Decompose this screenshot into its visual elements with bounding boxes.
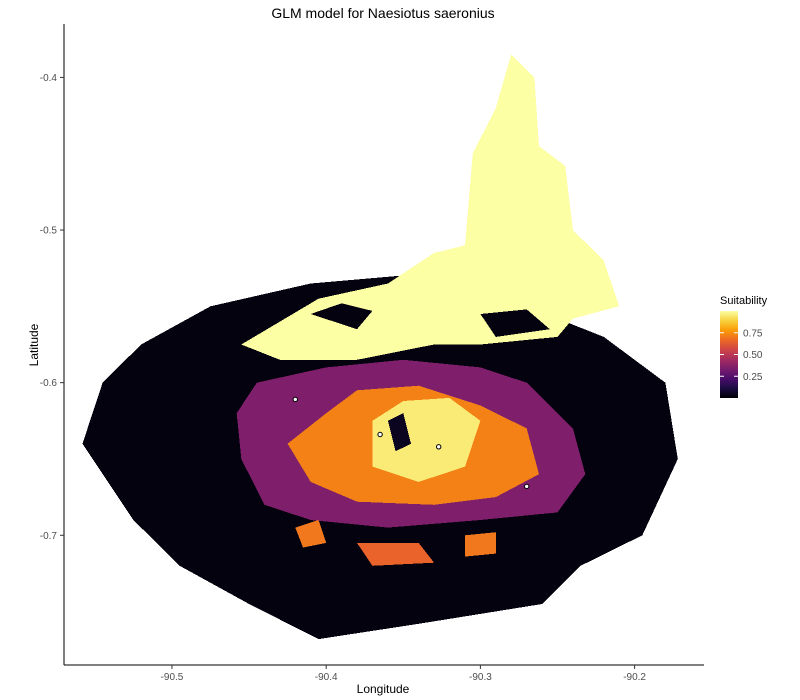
y-tick-label: -0.7 xyxy=(40,531,58,542)
suitability-region-2 xyxy=(310,303,373,330)
occurrence-point-0 xyxy=(292,396,298,403)
x-tick-label: -90.5 xyxy=(161,672,184,683)
occurrence-point-3 xyxy=(524,483,530,490)
legend-tick-label: 0.50 xyxy=(743,350,763,361)
legend-tick-label: 0.25 xyxy=(743,372,763,383)
x-tick-label: -90.2 xyxy=(623,672,646,683)
legend-title: Suitability xyxy=(720,295,768,307)
occurrence-point-2 xyxy=(436,444,442,450)
suitability-region-8 xyxy=(357,542,435,566)
plot-area xyxy=(82,54,678,640)
x-ticks: -90.5 -90.4 -90.3 -90.2 xyxy=(161,665,646,683)
x-axis-title: Longitude xyxy=(357,682,410,696)
legend-color-bar xyxy=(720,311,738,398)
legend: Suitability 0.25 0.50 0.75 xyxy=(720,295,768,398)
y-axis-title: Latitude xyxy=(27,323,41,366)
x-tick-label: -90.3 xyxy=(469,672,492,683)
suitability-region-1 xyxy=(241,54,620,360)
y-tick-label: -0.5 xyxy=(40,226,58,237)
occurrence-point-1 xyxy=(377,431,383,438)
y-ticks: -0.4 -0.5 -0.6 -0.7 xyxy=(40,73,64,542)
y-tick-label: -0.6 xyxy=(40,378,58,389)
suitability-region-9 xyxy=(295,520,327,548)
suitability-region-10 xyxy=(465,532,496,557)
legend-tick-label: 0.75 xyxy=(743,328,763,339)
x-tick-label: -90.4 xyxy=(315,672,338,683)
suitability-region-7 xyxy=(387,413,411,452)
chart-title: GLM model for Naesiotus saeronius xyxy=(271,5,494,21)
suitability-region-3 xyxy=(480,309,550,337)
y-tick-label: -0.4 xyxy=(40,73,58,84)
